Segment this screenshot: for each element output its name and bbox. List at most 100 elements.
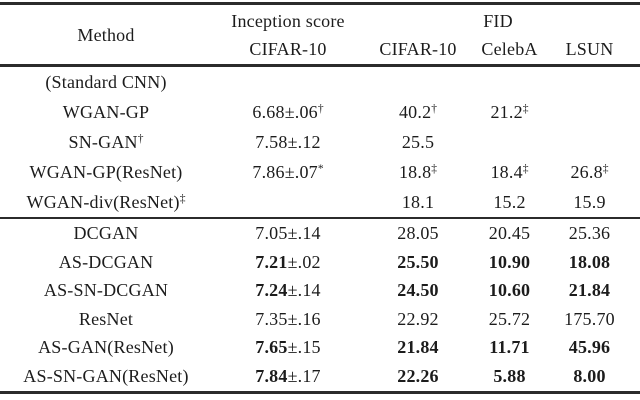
- value-main: 7.65: [255, 337, 288, 358]
- value-superscript: ‡: [431, 162, 438, 175]
- value-cell: 175.70: [547, 305, 632, 334]
- table-row: AS-SN-GAN(ResNet) 7.84±.17 22.26 5.88 8.00: [0, 362, 640, 391]
- value-main: 5.88: [493, 365, 526, 386]
- value-main: 8.00: [573, 365, 606, 386]
- value-main: 25.50: [397, 251, 439, 272]
- value-superscript: †: [431, 102, 438, 115]
- value-cell: 7.21±.02: [212, 248, 364, 277]
- value-cell: 15.9: [547, 187, 632, 217]
- value-cell: 7.05±.14: [212, 219, 364, 248]
- table-row: SN-GAN† 7.58±.12 25.5: [0, 127, 640, 157]
- value-pm: ±.14: [287, 223, 321, 243]
- column-header-method: Method: [77, 24, 135, 45]
- value-cell: 11.71: [472, 333, 547, 362]
- value-main: 7.05: [255, 223, 288, 243]
- value-cell: [472, 67, 547, 97]
- value-main: 15.2: [493, 191, 526, 212]
- value-main: 21.84: [568, 280, 611, 301]
- value-pm: ±.16: [287, 308, 321, 329]
- value-main: 22.26: [397, 365, 439, 386]
- value-main: 45.96: [568, 337, 611, 358]
- value-pm: ±.07: [284, 161, 318, 182]
- value-cell: 8.00: [547, 362, 632, 391]
- method-cell: AS-SN-GAN(ResNet): [23, 365, 189, 386]
- value-main: 25.5: [401, 131, 435, 152]
- value-main: 24.50: [397, 280, 439, 301]
- table-row: DCGAN 7.05±.14 28.05 20.45 25.36: [0, 219, 640, 248]
- value-cell: 5.88: [472, 362, 547, 391]
- table-header: Method Inception score FID CIFAR-10 CIFA…: [0, 5, 640, 64]
- value-cell: 25.72: [472, 305, 547, 334]
- value-cell: 25.50: [364, 248, 472, 277]
- value-cell: 22.26: [364, 362, 472, 391]
- value-cell: [212, 67, 364, 97]
- table-row: (Standard CNN): [0, 67, 640, 97]
- bottom-rule: [0, 390, 640, 394]
- value-pm: ±.15: [287, 337, 321, 358]
- value-cell: 18.08: [547, 248, 632, 277]
- value-superscript: ‡: [522, 162, 529, 175]
- value-main: 7.21: [255, 251, 288, 272]
- method-cell: AS-DCGAN: [58, 251, 154, 272]
- table-row: AS-SN-DCGAN 7.24±.14 24.50 10.60 21.84: [0, 276, 640, 305]
- value-main: 21.84: [397, 337, 439, 358]
- column-header-fid-celeba: CelebA: [481, 39, 538, 59]
- value-cell: 20.45: [472, 219, 547, 248]
- value-cell: 15.2: [472, 187, 547, 217]
- method-cell: DCGAN: [73, 223, 139, 243]
- value-cell: 10.90: [472, 248, 547, 277]
- value-cell: 25.36: [547, 219, 632, 248]
- value-cell: 7.58±.12: [212, 127, 364, 157]
- value-main: 7.24: [255, 280, 288, 301]
- table-row: AS-DCGAN 7.21±.02 25.50 10.90 18.08: [0, 248, 640, 277]
- value-cell: 25.5: [364, 127, 472, 157]
- value-cell: 45.96: [547, 333, 632, 362]
- value-cell: [547, 127, 632, 157]
- value-cell: [547, 67, 632, 97]
- value-main: 15.9: [573, 191, 606, 212]
- section-divider-rule: [0, 216, 640, 219]
- value-superscript: ‡: [602, 162, 609, 175]
- value-pm: ±.02: [287, 251, 321, 272]
- value-main: 7.84: [255, 365, 288, 386]
- column-header-fid-cifar10: CIFAR-10: [379, 39, 457, 59]
- column-group-inception-score: Inception score: [231, 11, 345, 31]
- value-superscript: *: [317, 162, 324, 175]
- method-cell: AS-SN-DCGAN: [43, 280, 169, 301]
- method-cell: SN-GAN†: [68, 131, 144, 152]
- value-cell: [472, 127, 547, 157]
- value-main: 175.70: [564, 308, 615, 329]
- table-row: WGAN-GP 6.68±.06† 40.2† 21.2‡: [0, 97, 640, 127]
- value-cell: 22.92: [364, 305, 472, 334]
- table-row: WGAN-GP(ResNet) 7.86±.07* 18.8‡ 18.4‡ 26.8‡: [0, 157, 640, 187]
- value-pm: ±.12: [287, 131, 321, 152]
- column-header-fid-lsun: LSUN: [565, 39, 614, 59]
- value-cell: [547, 97, 632, 127]
- value-main: 10.90: [488, 251, 531, 272]
- value-main: 7.35: [255, 308, 288, 329]
- method-cell: ResNet: [78, 308, 134, 329]
- value-main: 18.4: [490, 161, 523, 182]
- value-main: 21.2: [490, 101, 523, 122]
- method-cell: AS-GAN(ResNet): [38, 337, 174, 358]
- table-section-proposed: DCGAN 7.05±.14 28.05 20.45 25.36 AS-DCGAN 7.21…: [0, 219, 640, 391]
- value-cell: 6.68±.06†: [212, 97, 364, 127]
- table-row: WGAN-div(ResNet)‡ 18.1 15.2 15.9: [0, 187, 640, 217]
- value-main: 7.86: [252, 161, 285, 182]
- value-cell: 10.60: [472, 276, 547, 305]
- table-section-baselines: (Standard CNN) WGAN-GP 6.68±.06† 40.2† 21.2‡…: [0, 67, 640, 217]
- value-cell: 21.84: [364, 333, 472, 362]
- value-main: 25.72: [488, 308, 531, 329]
- value-main: 26.8: [570, 161, 603, 182]
- table-row: AS-GAN(ResNet) 7.65±.15 21.84 11.71 45.96: [0, 333, 640, 362]
- top-rule: [0, 2, 640, 5]
- value-main: 18.8: [398, 161, 432, 182]
- value-main: 25.36: [568, 223, 611, 243]
- value-cell: 18.8‡: [364, 157, 472, 187]
- value-pm: ±.14: [287, 280, 321, 301]
- value-cell: 26.8‡: [547, 157, 632, 187]
- value-superscript: ‡: [522, 102, 529, 115]
- column-group-fid: FID: [483, 11, 513, 31]
- value-superscript: †: [317, 102, 324, 115]
